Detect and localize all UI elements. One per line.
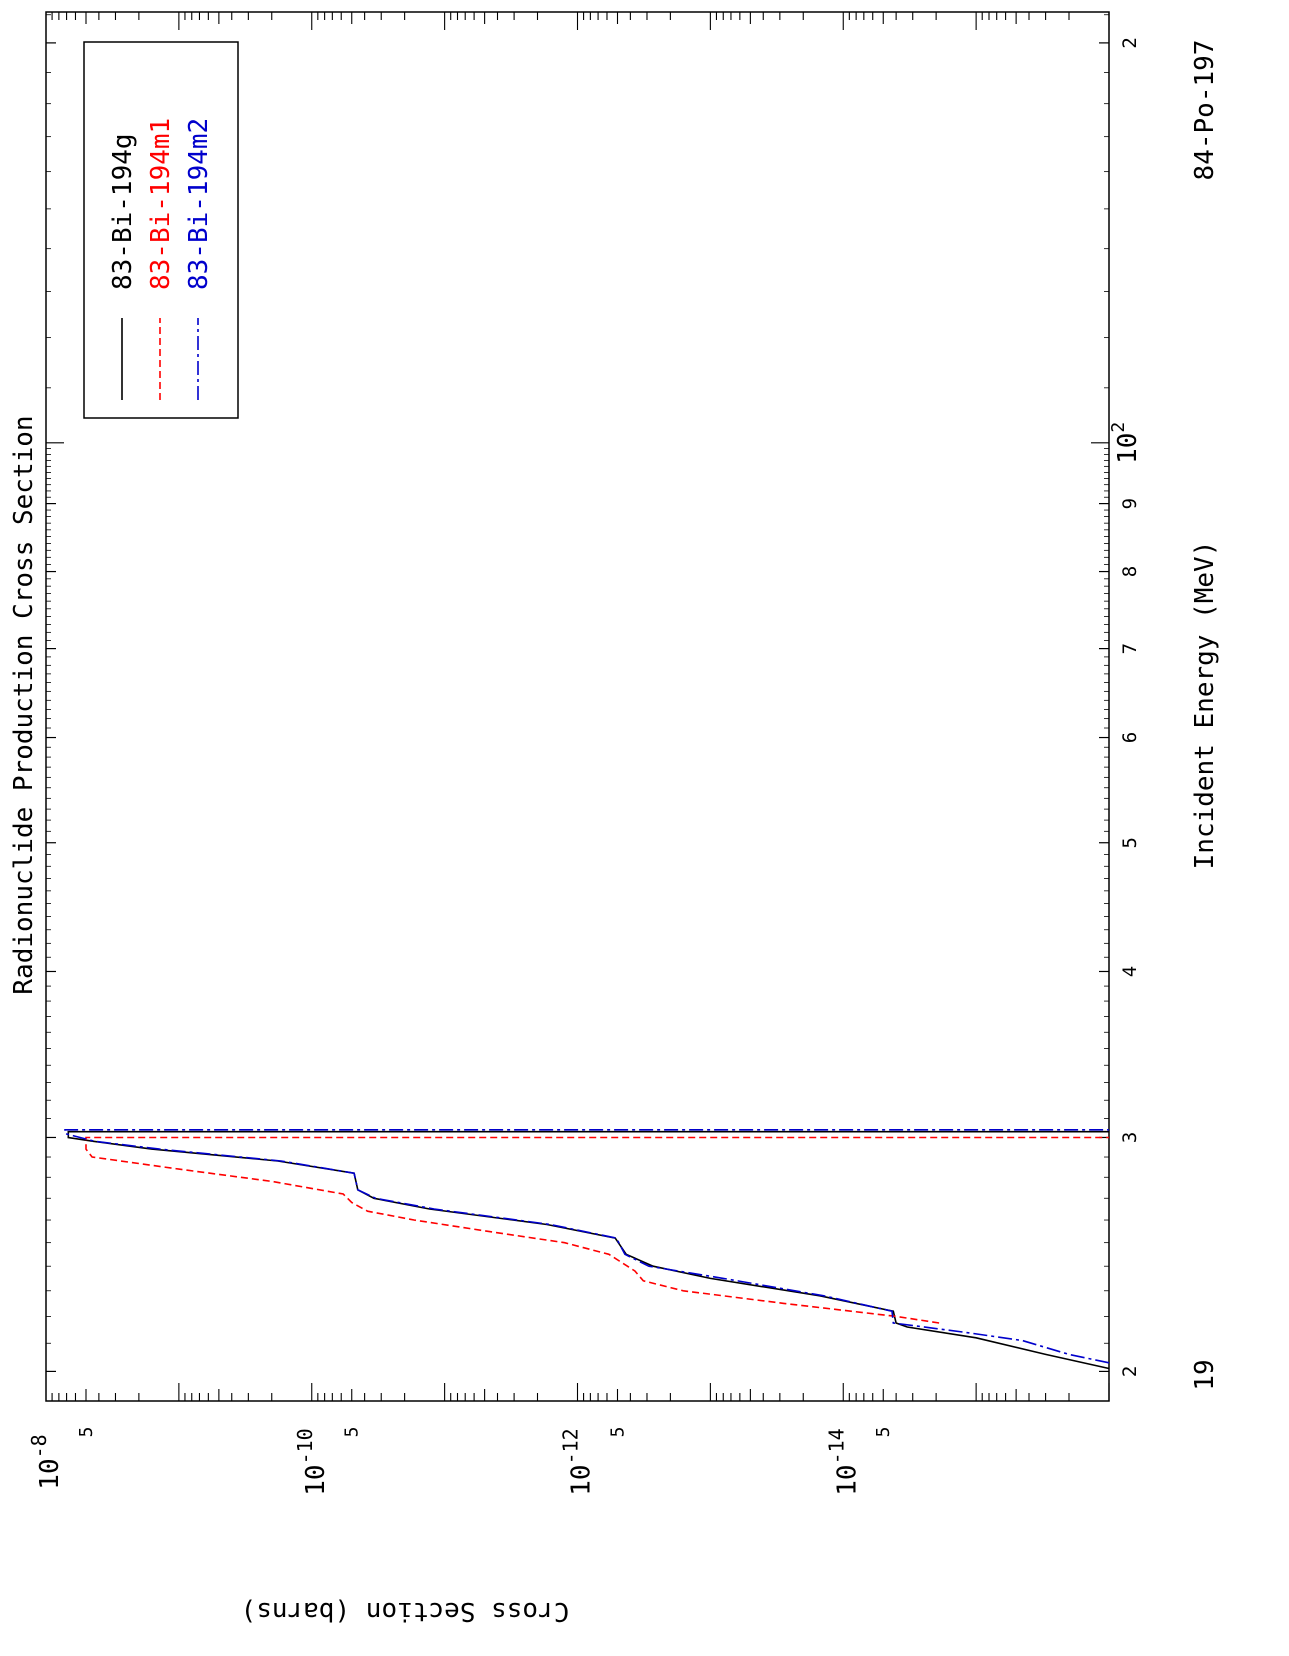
y-minor-label-3: 5 xyxy=(873,1427,894,1438)
y-tick-label-base: 10 xyxy=(567,1464,597,1495)
y-minor-label-0: 5 xyxy=(76,1427,97,1438)
legend-box xyxy=(83,41,239,419)
x-tick-label-9: 2 xyxy=(1119,37,1141,48)
y-tick-label-base: 10 xyxy=(35,1458,65,1489)
x-tick-label-2: 4 xyxy=(1119,966,1141,977)
corner-right-label: 84-Po-197 xyxy=(1190,40,1220,181)
axis-ticks xyxy=(46,12,1110,1401)
y-tick-label-exp: -12 xyxy=(559,1428,583,1464)
legend-items: 83-Bi-194g 83-Bi-194m1 83-Bi-194m2 xyxy=(108,118,214,400)
x-tick-label-4: 6 xyxy=(1119,732,1141,743)
legend: 83-Bi-194g 83-Bi-194m1 83-Bi-194m2 xyxy=(83,41,239,419)
series-line-1 xyxy=(85,1136,1109,1324)
y-tick-label-2: 10-12 xyxy=(559,1428,597,1495)
y-tick-label-exp: -10 xyxy=(293,1428,317,1464)
x-tick-label-8: 102 xyxy=(1108,422,1143,464)
series-layer xyxy=(64,1129,1110,1370)
legend-label-2: 83-Bi-194m2 xyxy=(184,118,214,290)
series-line-2 xyxy=(64,1129,1110,1364)
x-tick-label-3: 5 xyxy=(1119,837,1141,848)
y-tick-label-0: 10-8 xyxy=(27,1434,65,1489)
x-tick-label-5: 7 xyxy=(1119,643,1141,654)
corner-left-label: 19 xyxy=(1190,1359,1220,1390)
y-tick-label-base: 10 xyxy=(832,1464,862,1495)
chart-title: Radionuclide Production Cross Section xyxy=(9,415,39,994)
x-axis-label: Incident Energy (MeV) xyxy=(1190,541,1220,870)
y-tick-label-exp: -14 xyxy=(824,1428,848,1464)
y-minor-label-2: 5 xyxy=(607,1427,628,1438)
series-line-0 xyxy=(67,1130,1110,1370)
y-minor-label-1: 5 xyxy=(342,1427,363,1438)
y-tick-label-base: 10 xyxy=(301,1464,331,1495)
x-tick-label-sup: 2 xyxy=(1108,422,1129,433)
y-axis-label: Cross Section (barns) xyxy=(241,1596,570,1626)
y-tick-label-3: 10-14 xyxy=(824,1428,862,1495)
legend-label-1: 83-Bi-194m1 xyxy=(146,118,176,290)
x-tick-label-0: 2 xyxy=(1119,1366,1141,1377)
x-tick-label-1: 3 xyxy=(1119,1132,1141,1143)
legend-label-0: 83-Bi-194g xyxy=(108,133,138,290)
x-tick-label-7: 9 xyxy=(1119,498,1141,509)
x-tick-label-6: 8 xyxy=(1119,566,1141,577)
y-tick-label-exp: -8 xyxy=(27,1434,51,1458)
y-tick-label-1: 10-10 xyxy=(293,1428,331,1495)
